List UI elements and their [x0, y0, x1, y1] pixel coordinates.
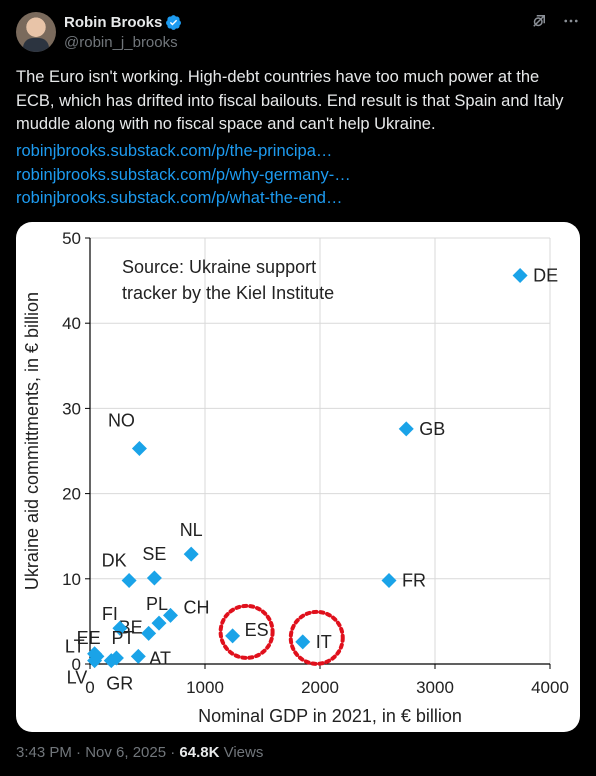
- author-names: Robin Brooks @robin_j_brooks: [64, 12, 182, 51]
- data-label-gb: GB: [419, 419, 445, 439]
- data-label-ch: CH: [184, 597, 210, 617]
- data-label-gr: GR: [106, 674, 133, 694]
- data-label-ee: EE: [77, 628, 101, 648]
- y-tick-label: 0: [72, 655, 81, 674]
- data-point-fi: [112, 620, 128, 636]
- y-axis-label: Ukraine aid committments, in € billion: [22, 292, 42, 590]
- data-point-ch: [163, 607, 178, 623]
- verified-badge-icon: [166, 14, 182, 30]
- x-tick-label: 0: [85, 678, 94, 697]
- data-label-dk: DK: [102, 551, 127, 571]
- data-point-nl: [183, 546, 199, 562]
- data-label-it: IT: [316, 632, 332, 652]
- tweet-footer: 3:43 PM · Nov 6, 2025 · 64.8K Views: [16, 744, 263, 761]
- data-point-dk: [121, 573, 137, 589]
- data-point-it: [295, 634, 311, 650]
- source-annotation: Source: Ukraine support: [122, 257, 316, 277]
- y-tick-label: 50: [62, 229, 81, 248]
- y-tick-label: 10: [62, 570, 81, 589]
- data-label-pl: PL: [146, 594, 168, 614]
- data-label-lv: LV: [67, 668, 88, 688]
- author-name[interactable]: Robin Brooks: [64, 13, 163, 31]
- data-point-de: [512, 267, 528, 283]
- data-point-no: [131, 440, 147, 456]
- highlight-circle-es: [218, 603, 275, 660]
- link-principal[interactable]: robinjbrooks.substack.com/p/the-principa…: [16, 142, 333, 160]
- author-name-row[interactable]: Robin Brooks: [64, 12, 182, 32]
- more-options-icon[interactable]: [562, 12, 580, 35]
- data-label-at: AT: [149, 648, 171, 668]
- views-label: Views: [219, 744, 264, 761]
- scatter-chart: 0 10 20 30 40 50 0 1000 2000 3000 4000 Nominal GDP …: [22, 229, 569, 726]
- data-label-fr: FR: [402, 571, 426, 591]
- author-handle[interactable]: @robin_j_brooks: [64, 34, 178, 51]
- data-point-gb: [398, 421, 414, 437]
- source-annotation: tracker by the Kiel Institute: [122, 283, 334, 303]
- data-point-se: [146, 570, 162, 586]
- x-tick-label: 2000: [301, 678, 339, 697]
- x-tick-label: 3000: [416, 678, 454, 697]
- data-point-lv: [87, 653, 103, 669]
- avatar[interactable]: [16, 12, 56, 52]
- data-label-no: NO: [108, 410, 135, 430]
- link-what-the-end[interactable]: robinjbrooks.substack.com/p/what-the-end…: [16, 189, 343, 207]
- top-actions: [530, 12, 580, 35]
- data-label-nl: NL: [180, 520, 203, 540]
- tweet-links: robinjbrooks.substack.com/p/the-principa…: [16, 140, 580, 211]
- data-label-fi: FI: [102, 604, 118, 624]
- data-point-gr: [103, 653, 119, 669]
- grok-icon[interactable]: [530, 12, 548, 35]
- data-label-es: ES: [245, 620, 269, 640]
- link-why-germany[interactable]: robinjbrooks.substack.com/p/why-germany-…: [16, 165, 351, 184]
- data-point-be: [141, 625, 157, 641]
- data-label-de: DE: [533, 265, 558, 285]
- data-label-be: BE: [119, 617, 143, 637]
- data-point-pl: [151, 615, 167, 631]
- views-count: 64.8K: [179, 744, 220, 761]
- data-point-es: [225, 628, 241, 644]
- data-label-lt: LT: [65, 636, 85, 656]
- y-tick-label: 20: [62, 485, 81, 504]
- y-tick-label: 30: [62, 399, 81, 418]
- highlight-circle-it: [288, 609, 345, 666]
- data-point-at: [130, 648, 146, 664]
- x-tick-label: 4000: [531, 678, 569, 697]
- x-axis-label: Nominal GDP in 2021, in € billion: [198, 706, 462, 726]
- chart-image-card[interactable]: 0 10 20 30 40 50 0 1000 2000 3000 4000 Nominal GDP …: [16, 222, 580, 732]
- x-tick-label: 1000: [186, 678, 224, 697]
- tweet-timestamp[interactable]: 3:43 PM · Nov 6, 2025 ·: [16, 744, 180, 761]
- y-tick-label: 40: [62, 314, 81, 333]
- tweet-text: The Euro isn't working. High-debt countr…: [16, 68, 564, 133]
- data-point-fr: [381, 573, 397, 589]
- data-label-pt: PT: [111, 628, 134, 648]
- data-label-se: SE: [142, 544, 166, 564]
- tweet-header: Robin Brooks @robin_j_brooks: [16, 12, 580, 56]
